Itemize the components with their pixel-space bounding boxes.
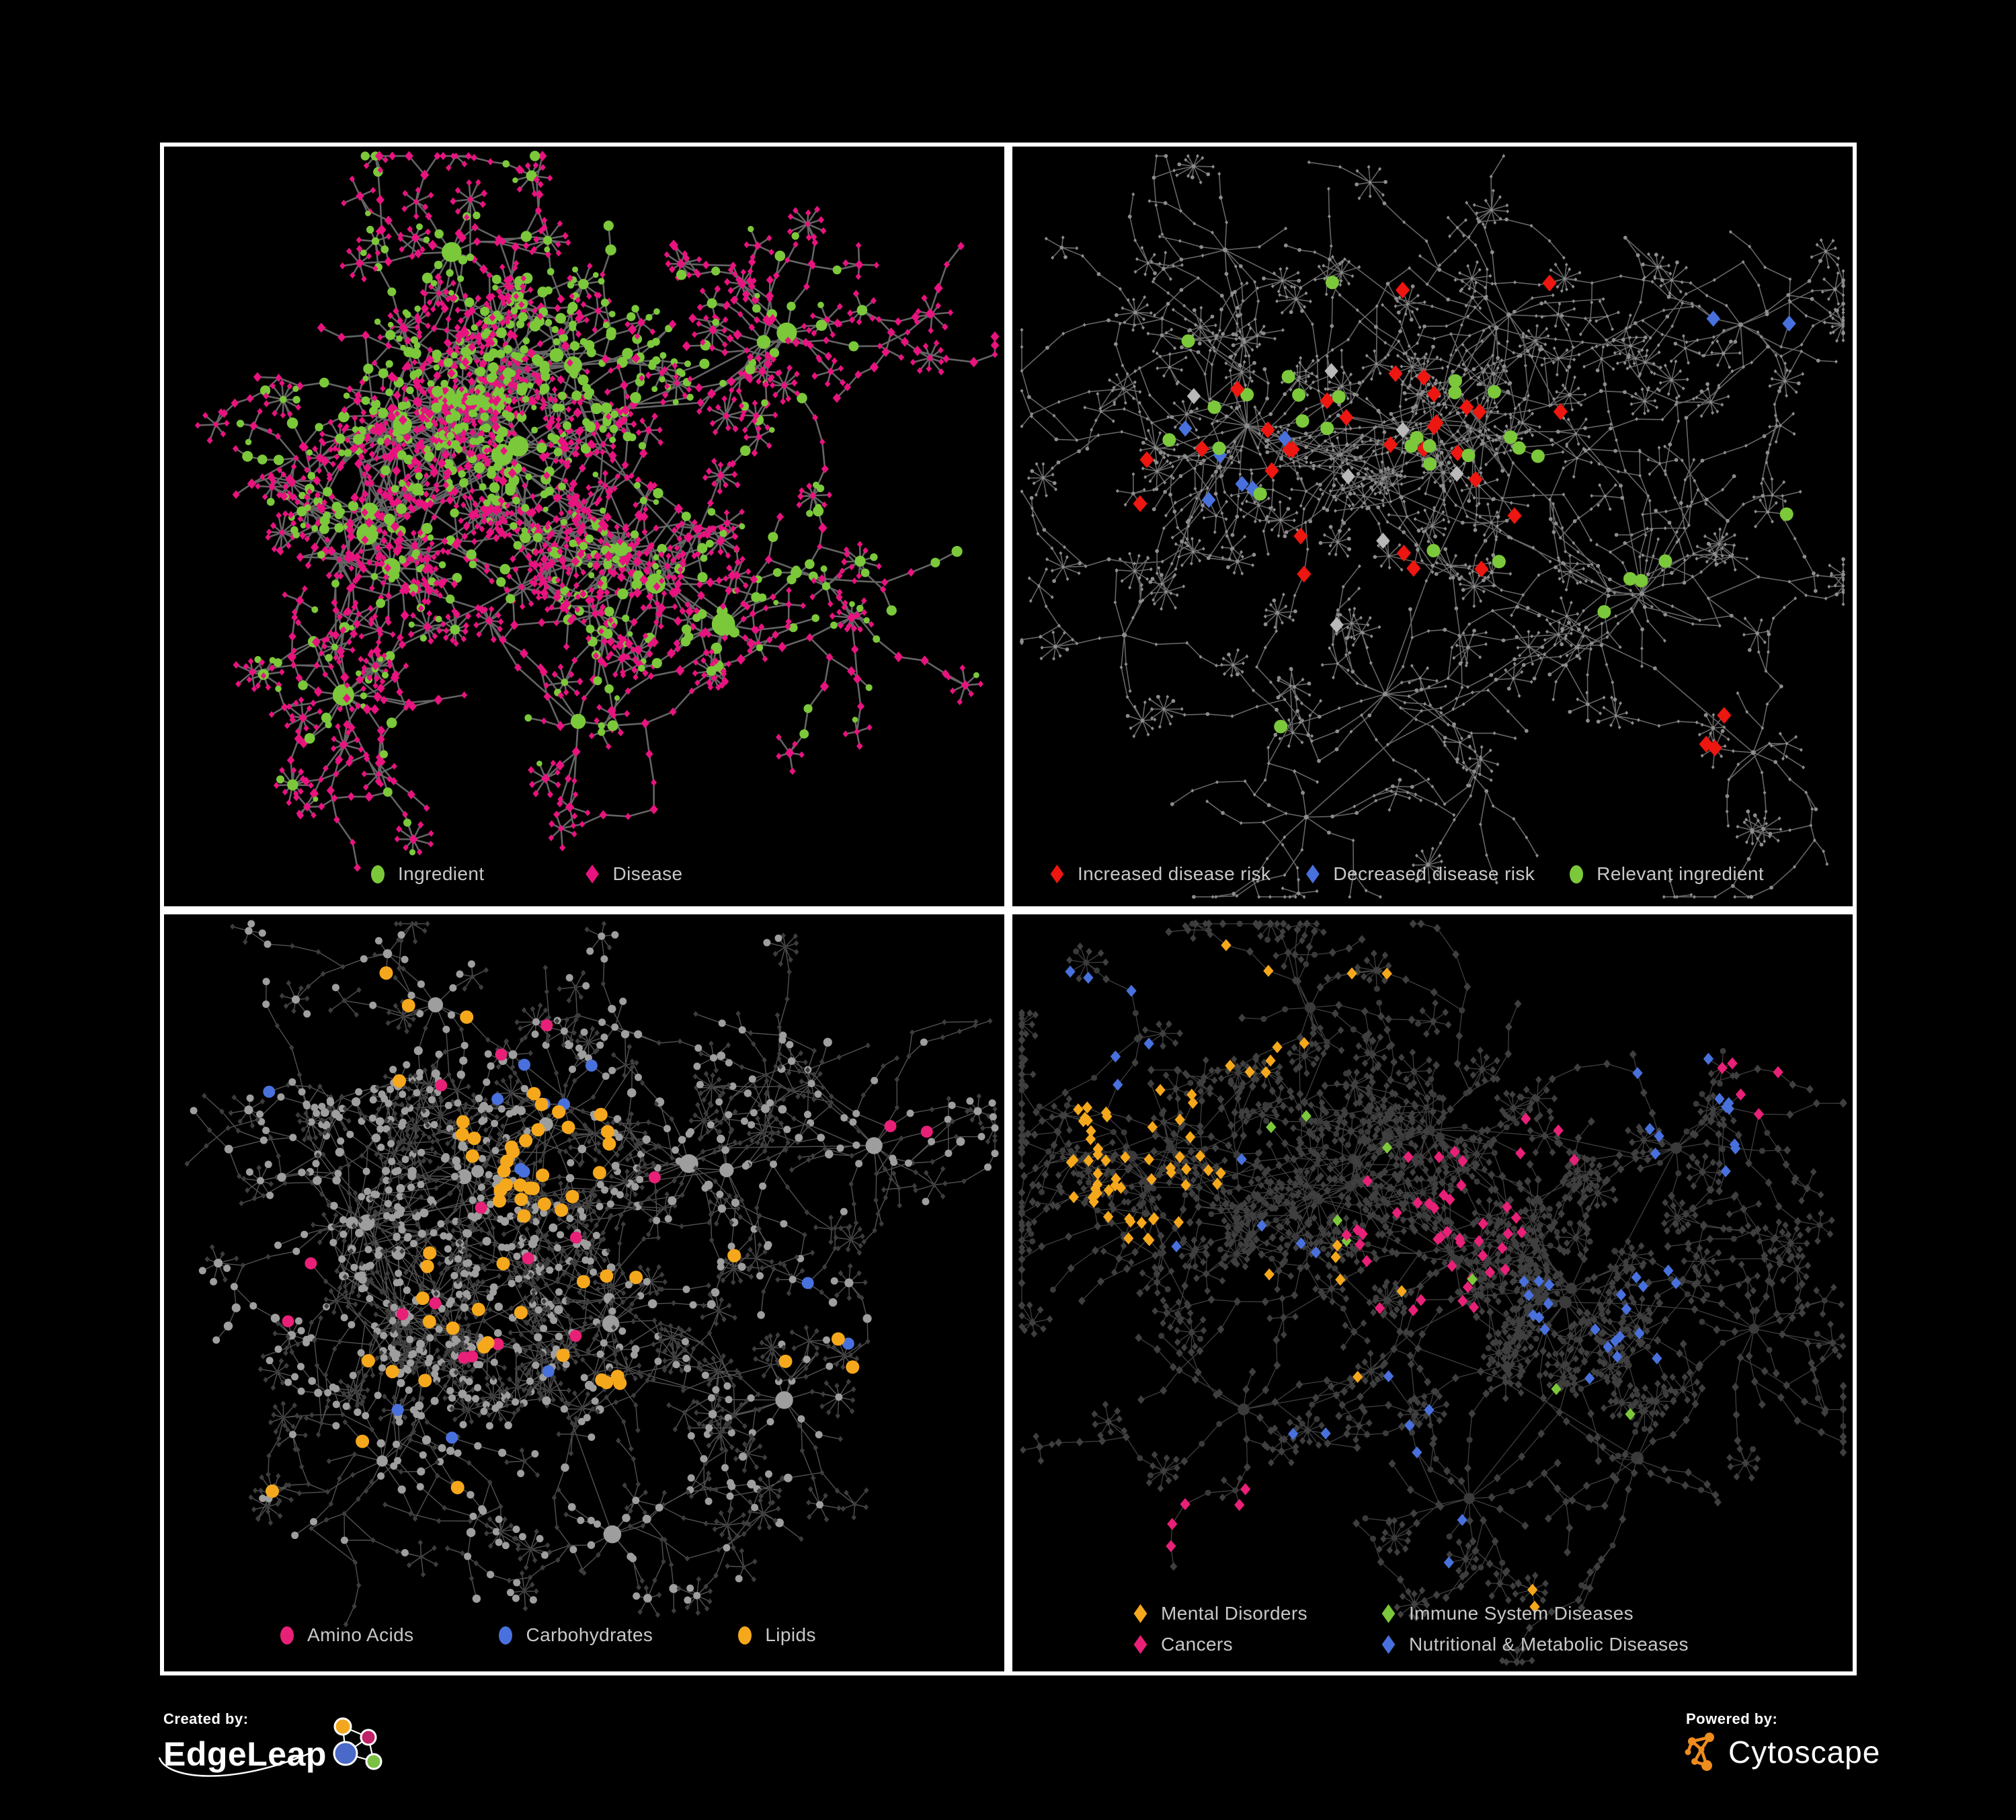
- legend-label: Amino Acids: [307, 1624, 414, 1645]
- legend-item-immune-system-diseases: Immune System Diseases: [1381, 1604, 1689, 1623]
- network-edges: [1021, 923, 1844, 1663]
- cytoscape-lockup: Cytoscape: [1684, 1732, 1966, 1772]
- legend-label: Carbohydrates: [526, 1624, 653, 1645]
- ingredient-disease-network: [194, 151, 1000, 872]
- decreased-disease-risk-diamond-icon: [1306, 865, 1320, 883]
- network-edges: [196, 155, 996, 869]
- disease-risk-network: [1020, 154, 1845, 899]
- ingredient-circle-icon: [371, 865, 385, 883]
- relevant-ingredient-circle-icon: [1570, 865, 1584, 883]
- lipids-circle-icon: [738, 1626, 752, 1645]
- legend-item-cancers: Cancers: [1133, 1635, 1381, 1654]
- disease-risk-legend: Increased disease risk Decreased disease …: [1012, 865, 1853, 883]
- legend-item-increased-disease-risk: Increased disease risk: [1050, 865, 1271, 883]
- legend-item-lipids: Lipids: [738, 1626, 816, 1645]
- legend-label: Nutritional & Metabolic Diseases: [1409, 1634, 1689, 1655]
- legend-label: Cancers: [1161, 1634, 1234, 1655]
- legend-item-mental-disorders: Mental Disorders: [1133, 1604, 1381, 1623]
- legend-label: Relevant ingredient: [1597, 863, 1765, 884]
- legend-label: Decreased disease risk: [1333, 863, 1535, 884]
- created-by-label: Created by:: [163, 1710, 249, 1727]
- cytoscape-credit: Powered by:: [1684, 1710, 1966, 1791]
- legend-item-carbohydrates: Carbohydrates: [499, 1626, 653, 1645]
- legend-item-ingredient: Ingredient: [371, 865, 485, 883]
- mental-disorders-diamond-icon: [1133, 1604, 1147, 1623]
- legend-label: Ingredient: [398, 863, 485, 884]
- edgeleap-credit: Created by: EdgeLeap: [158, 1710, 432, 1818]
- footer: Created by: EdgeLeap Powered by:: [0, 1675, 2016, 1820]
- nutrient-classes-network: [184, 920, 999, 1628]
- edgeleap-lockup: EdgeLeap: [163, 1717, 432, 1779]
- panel-nutrient-classes: Amino Acids Carbohydrates Lipids: [160, 910, 1008, 1675]
- panel-ingredient-disease: Ingredient Disease: [160, 143, 1008, 910]
- disease-classes-network: [1018, 919, 1847, 1667]
- legend-item-decreased-disease-risk: Decreased disease risk: [1305, 865, 1535, 883]
- nutrient-classes-legend: Amino Acids Carbohydrates Lipids: [164, 1626, 1004, 1645]
- powered-by-label: Powered by:: [1686, 1710, 1778, 1727]
- disease-diamond-icon: [586, 865, 599, 883]
- edgeleap-wordmark: EdgeLeap: [163, 1735, 327, 1773]
- edgeleap-logo-icon: [333, 1717, 382, 1770]
- panel-disease-risk: Increased disease risk Decreased disease …: [1008, 143, 1857, 910]
- ingredient-disease-legend: Ingredient Disease: [164, 865, 1004, 883]
- disease-classes-legend: Mental Disorders Immune System Diseases Ca…: [1012, 1604, 1853, 1654]
- carbohydrates-circle-icon: [499, 1626, 513, 1645]
- legend-label: Disease: [612, 863, 683, 884]
- immune-system-diseases-diamond-icon: [1381, 1604, 1396, 1623]
- cytoscape-wordmark: Cytoscape: [1728, 1735, 1881, 1770]
- legend-item-disease: Disease: [586, 865, 683, 883]
- legend-label: Increased disease risk: [1078, 863, 1271, 884]
- amino-acids-circle-icon: [280, 1626, 294, 1645]
- legend-item-nutritional-metabolic-diseases: Nutritional & Metabolic Diseases: [1381, 1635, 1689, 1654]
- legend-item-relevant-ingredient: Relevant ingredient: [1570, 865, 1764, 883]
- legend-label: Mental Disorders: [1161, 1603, 1308, 1624]
- legend-item-amino-acids: Amino Acids: [280, 1626, 413, 1645]
- increased-disease-risk-diamond-icon: [1050, 865, 1064, 883]
- panels-grid: Ingredient Disease Increased disease risk…: [160, 143, 1857, 1675]
- nutritional-metabolic-diseases-diamond-icon: [1381, 1635, 1396, 1654]
- cancers-diamond-icon: [1133, 1635, 1147, 1654]
- cytoscape-logo-icon: [1685, 1733, 1714, 1771]
- legend-label: Lipids: [765, 1624, 816, 1645]
- legend-label: Immune System Diseases: [1409, 1603, 1634, 1624]
- panel-disease-classes: Mental Disorders Immune System Diseases Ca…: [1008, 910, 1857, 1675]
